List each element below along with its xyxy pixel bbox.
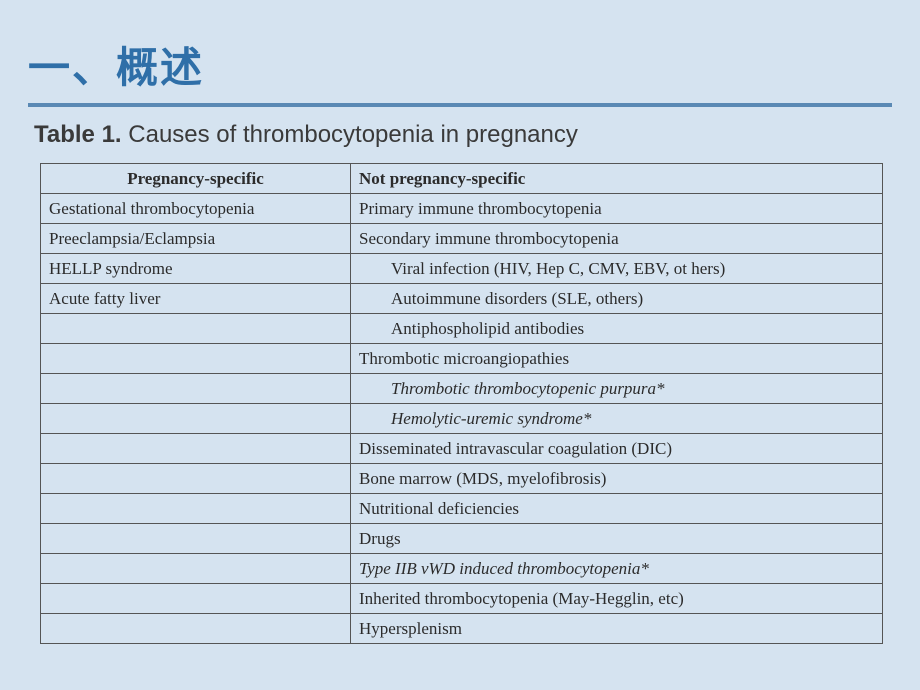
cell-right: Primary immune thrombocytopenia	[351, 194, 883, 224]
column-header-left: Pregnancy-specific	[41, 164, 351, 194]
cell-left: Acute fatty liver	[41, 284, 351, 314]
table-row: Inherited thrombocytopenia (May-Hegglin,…	[41, 584, 883, 614]
cell-left	[41, 614, 351, 644]
slide: 一、概述 Table 1. Causes of thrombocytopenia…	[0, 0, 920, 690]
table-row: Drugs	[41, 524, 883, 554]
cell-left	[41, 434, 351, 464]
cell-left: Preeclampsia/Eclampsia	[41, 224, 351, 254]
cell-right: Thrombotic thrombocytopenic purpura*	[351, 374, 883, 404]
cell-left	[41, 314, 351, 344]
cell-right: Type IIB vWD induced thrombocytopenia*	[351, 554, 883, 584]
table-row: HELLP syndromeViral infection (HIV, Hep …	[41, 254, 883, 284]
table-row: Preeclampsia/EclampsiaSecondary immune t…	[41, 224, 883, 254]
table-body: Gestational thrombocytopeniaPrimary immu…	[41, 194, 883, 644]
cell-right: Disseminated intravascular coagulation (…	[351, 434, 883, 464]
cell-right: Hemolytic-uremic syndrome*	[351, 404, 883, 434]
cell-right: Secondary immune thrombocytopenia	[351, 224, 883, 254]
cell-left	[41, 464, 351, 494]
cell-right: Hypersplenism	[351, 614, 883, 644]
table-row: Nutritional deficiencies	[41, 494, 883, 524]
table-row: Hypersplenism	[41, 614, 883, 644]
table-row: Gestational thrombocytopeniaPrimary immu…	[41, 194, 883, 224]
table-row: Acute fatty liverAutoimmune disorders (S…	[41, 284, 883, 314]
title-underline	[28, 103, 892, 107]
table-row: Type IIB vWD induced thrombocytopenia*	[41, 554, 883, 584]
cell-left	[41, 404, 351, 434]
cell-right: Thrombotic microangiopathies	[351, 344, 883, 374]
cell-right: Autoimmune disorders (SLE, others)	[351, 284, 883, 314]
cell-left	[41, 494, 351, 524]
cell-right: Drugs	[351, 524, 883, 554]
cell-left: Gestational thrombocytopenia	[41, 194, 351, 224]
cell-right: Bone marrow (MDS, myelofibrosis)	[351, 464, 883, 494]
table-caption: Table 1. Causes of thrombocytopenia in p…	[34, 121, 892, 149]
cell-right: Antiphospholipid antibodies	[351, 314, 883, 344]
cell-right: Nutritional deficiencies	[351, 494, 883, 524]
column-header-right: Not pregnancy-specific	[351, 164, 883, 194]
cell-left: HELLP syndrome	[41, 254, 351, 284]
table-label: Table 1.	[34, 121, 122, 148]
cell-left	[41, 554, 351, 584]
cell-right: Viral infection (HIV, Hep C, CMV, EBV, o…	[351, 254, 883, 284]
table-caption-text: Causes of thrombocytopenia in pregnancy	[128, 121, 578, 148]
table-row: Hemolytic-uremic syndrome*	[41, 404, 883, 434]
cell-left	[41, 584, 351, 614]
cell-left	[41, 344, 351, 374]
table-header-row: Pregnancy-specific Not pregnancy-specifi…	[41, 164, 883, 194]
slide-title: 一、概述	[28, 34, 204, 95]
title-row: 一、概述	[28, 34, 892, 95]
table-row: Antiphospholipid antibodies	[41, 314, 883, 344]
causes-table: Pregnancy-specific Not pregnancy-specifi…	[40, 163, 883, 644]
cell-right: Inherited thrombocytopenia (May-Hegglin,…	[351, 584, 883, 614]
table-row: Disseminated intravascular coagulation (…	[41, 434, 883, 464]
table-row: Thrombotic thrombocytopenic purpura*	[41, 374, 883, 404]
table-row: Bone marrow (MDS, myelofibrosis)	[41, 464, 883, 494]
cell-left	[41, 524, 351, 554]
table-row: Thrombotic microangiopathies	[41, 344, 883, 374]
cell-left	[41, 374, 351, 404]
